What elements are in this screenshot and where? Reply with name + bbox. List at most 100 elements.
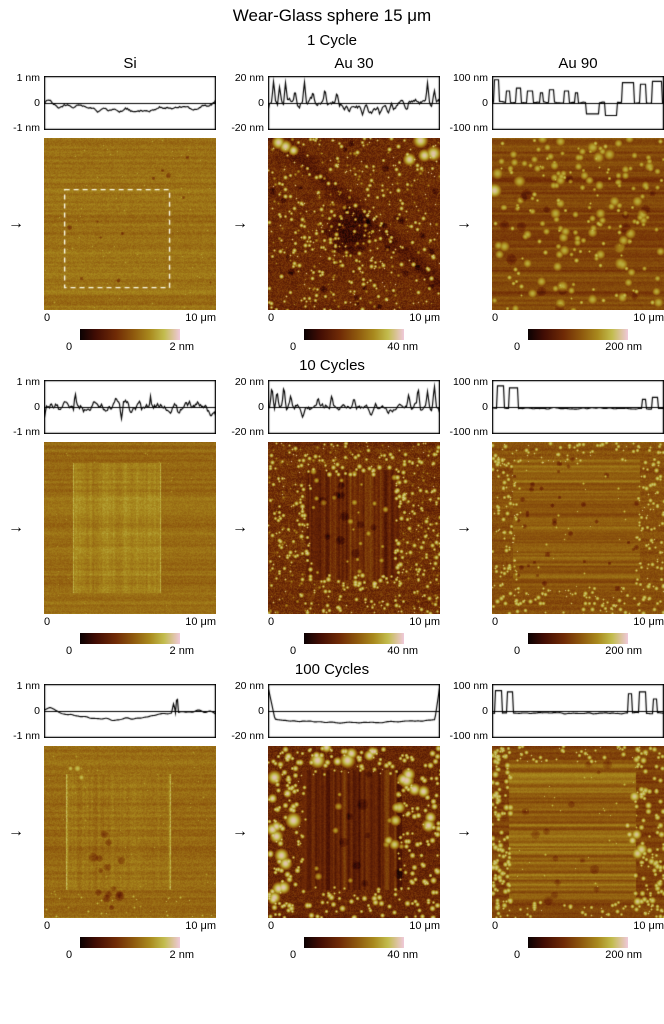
x-max-label: 10 μm bbox=[633, 312, 664, 324]
colorbar-gradient bbox=[528, 633, 628, 644]
x-axis-labels: 0 10 μm bbox=[268, 616, 440, 628]
height-profile-plot bbox=[268, 76, 440, 130]
x-axis-labels: 0 10 μm bbox=[44, 920, 216, 932]
scale-min-label: 0 bbox=[290, 341, 297, 353]
scale-max-label: 2 nm bbox=[169, 341, 194, 353]
afm-scan-image bbox=[44, 138, 216, 310]
y-zero-label: 0 bbox=[34, 97, 40, 109]
profile-y-axis: 1 nm 0 -1 nm bbox=[0, 376, 44, 438]
x-max-label: 10 μm bbox=[185, 616, 216, 628]
x-axis-labels: 0 10 μm bbox=[492, 920, 664, 932]
x-max-label: 10 μm bbox=[633, 920, 664, 932]
colorbar: 0 200 nm bbox=[492, 937, 664, 961]
afm-scan-image bbox=[492, 442, 664, 614]
y-max-label: 1 nm bbox=[16, 376, 40, 388]
panel-si-10cycles: 1 nm 0 -1 nm → 0 10 μm 0 bbox=[0, 376, 216, 657]
height-profile-plot bbox=[492, 684, 664, 738]
x-min-label: 0 bbox=[492, 920, 499, 932]
x-min-label: 0 bbox=[268, 312, 275, 324]
y-zero-label: 0 bbox=[34, 401, 40, 413]
scale-min-label: 0 bbox=[290, 645, 297, 657]
profile-y-axis: 100 nm 0 -100 nm bbox=[448, 72, 492, 134]
colorbar: 0 40 nm bbox=[268, 633, 440, 657]
profile-y-axis: 1 nm 0 -1 nm bbox=[0, 680, 44, 742]
height-profile-plot bbox=[268, 380, 440, 434]
y-min-label: -20 nm bbox=[231, 730, 264, 742]
column-headers: Si Au 30 Au 90 bbox=[0, 55, 664, 72]
x-axis-labels: 0 10 μm bbox=[492, 616, 664, 628]
scale-min-label: 0 bbox=[66, 949, 73, 961]
afm-scan-image bbox=[268, 138, 440, 310]
y-zero-label: 0 bbox=[258, 705, 264, 717]
panel-row-1cycle: 1 nm 0 -1 nm → 0 10 μm 0 bbox=[0, 72, 664, 353]
y-max-label: 20 nm bbox=[234, 680, 264, 692]
x-axis-labels: 0 10 μm bbox=[268, 920, 440, 932]
profile-y-axis: 20 nm 0 -20 nm bbox=[224, 680, 268, 742]
x-axis-labels: 0 10 μm bbox=[268, 312, 440, 324]
scale-min-label: 0 bbox=[514, 949, 521, 961]
scan-line-arrow-icon: → bbox=[456, 519, 472, 536]
scale-min-label: 0 bbox=[66, 645, 73, 657]
height-profile-plot bbox=[492, 76, 664, 130]
colorbar: 0 2 nm bbox=[44, 937, 216, 961]
x-min-label: 0 bbox=[492, 312, 499, 324]
colorbar-gradient bbox=[528, 329, 628, 340]
y-zero-label: 0 bbox=[258, 401, 264, 413]
scale-max-label: 200 nm bbox=[605, 949, 642, 961]
height-profile-plot bbox=[44, 380, 216, 434]
colorbar: 0 2 nm bbox=[44, 329, 216, 353]
scale-min-label: 0 bbox=[290, 949, 297, 961]
x-min-label: 0 bbox=[268, 616, 275, 628]
x-min-label: 0 bbox=[492, 616, 499, 628]
y-zero-label: 0 bbox=[482, 705, 488, 717]
panel-au90-100cycles: 100 nm 0 -100 nm → 0 10 μm bbox=[448, 680, 664, 961]
x-min-label: 0 bbox=[268, 920, 275, 932]
scan-line-arrow-icon: → bbox=[456, 215, 472, 232]
y-max-label: 100 nm bbox=[452, 72, 488, 84]
height-profile-plot bbox=[492, 380, 664, 434]
column-header-si: Si bbox=[123, 55, 137, 72]
y-max-label: 20 nm bbox=[234, 72, 264, 84]
x-min-label: 0 bbox=[44, 312, 51, 324]
x-max-label: 10 μm bbox=[409, 920, 440, 932]
colorbar: 0 200 nm bbox=[492, 633, 664, 657]
x-axis-labels: 0 10 μm bbox=[44, 616, 216, 628]
scale-max-label: 2 nm bbox=[169, 949, 194, 961]
scale-min-label: 0 bbox=[66, 341, 73, 353]
scale-max-label: 40 nm bbox=[387, 949, 418, 961]
profile-y-axis: 100 nm 0 -100 nm bbox=[448, 376, 492, 438]
y-max-label: 1 nm bbox=[16, 680, 40, 692]
panel-au30-1cycle: 20 nm 0 -20 nm → 0 10 μm bbox=[224, 72, 440, 353]
scan-line-arrow-icon: → bbox=[232, 215, 248, 232]
y-min-label: -20 nm bbox=[231, 122, 264, 134]
y-min-label: -20 nm bbox=[231, 426, 264, 438]
colorbar-gradient bbox=[528, 937, 628, 948]
y-min-label: -100 nm bbox=[449, 122, 488, 134]
height-profile-plot bbox=[268, 684, 440, 738]
y-max-label: 20 nm bbox=[234, 376, 264, 388]
profile-y-axis: 20 nm 0 -20 nm bbox=[224, 72, 268, 134]
section-label-100cycles: 100 Cycles bbox=[294, 661, 370, 678]
panel-row-100cycles: 1 nm 0 -1 nm → 0 10 μm 0 bbox=[0, 680, 664, 961]
afm-scan-image bbox=[492, 138, 664, 310]
section-10cycles: 10 Cycles 1 nm 0 -1 nm → 0 10 μm bbox=[0, 357, 664, 657]
column-header-au30: Au 30 bbox=[334, 55, 374, 72]
scale-min-label: 0 bbox=[514, 645, 521, 657]
figure: Wear-Glass sphere 15 μm 1 Cycle Si Au 30… bbox=[0, 6, 664, 961]
afm-scan-image bbox=[492, 746, 664, 918]
x-axis-labels: 0 10 μm bbox=[44, 312, 216, 324]
section-1cycle: 1 Cycle Si Au 30 Au 90 1 nm 0 -1 nm → bbox=[0, 32, 664, 353]
profile-y-axis: 1 nm 0 -1 nm bbox=[0, 72, 44, 134]
section-100cycles: 100 Cycles 1 nm 0 -1 nm → 0 10 μ bbox=[0, 661, 664, 961]
y-max-label: 1 nm bbox=[16, 72, 40, 84]
y-zero-label: 0 bbox=[34, 705, 40, 717]
scan-line-arrow-icon: → bbox=[456, 823, 472, 840]
height-profile-plot bbox=[44, 684, 216, 738]
y-max-label: 100 nm bbox=[452, 680, 488, 692]
x-axis-labels: 0 10 μm bbox=[492, 312, 664, 324]
colorbar-gradient bbox=[80, 329, 180, 340]
scale-max-label: 200 nm bbox=[605, 341, 642, 353]
profile-y-axis: 100 nm 0 -100 nm bbox=[448, 680, 492, 742]
y-min-label: -1 nm bbox=[13, 426, 40, 438]
x-max-label: 10 μm bbox=[409, 312, 440, 324]
